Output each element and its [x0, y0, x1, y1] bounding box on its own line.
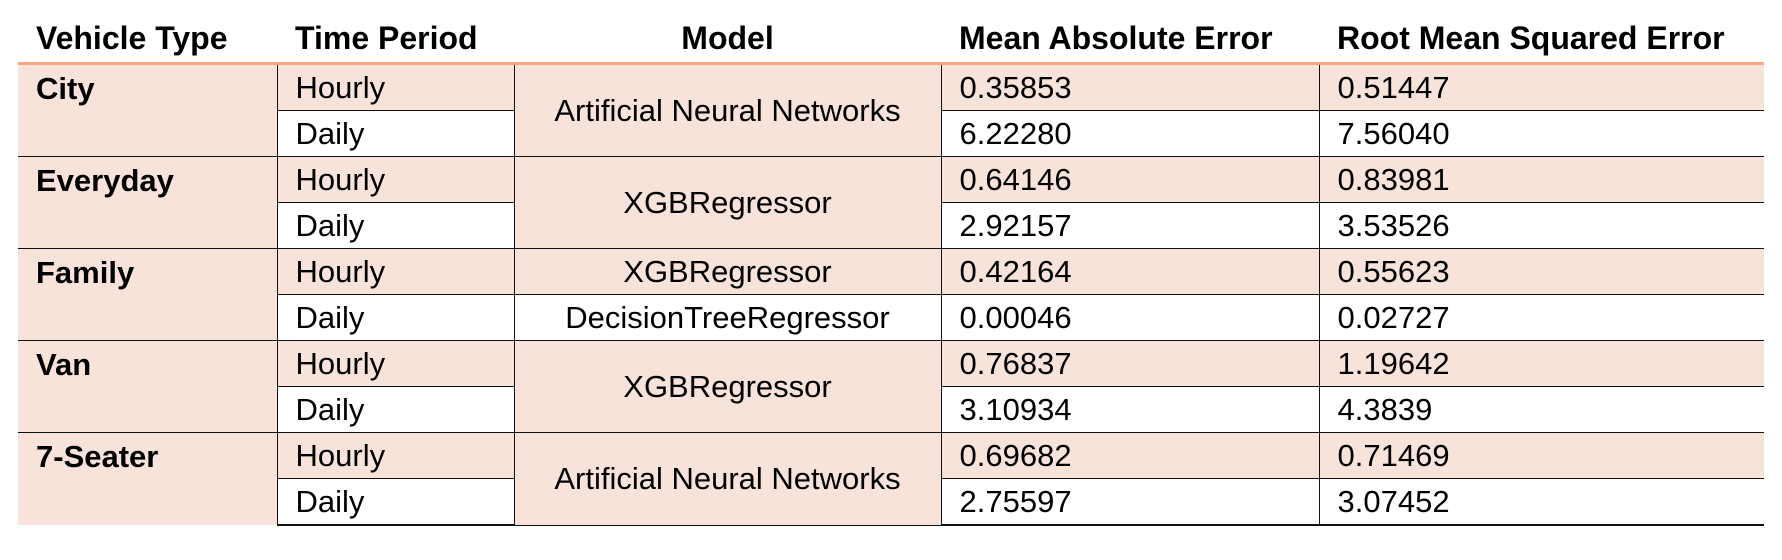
time-period-cell: Daily — [276, 386, 514, 433]
time-period-cell: Hourly — [276, 340, 514, 387]
header-row: Vehicle Type Time Period Model Mean Abso… — [18, 14, 1764, 65]
model-cell: Artificial Neural Networks — [513, 432, 941, 526]
rmse-cell: 3.07452 — [1318, 478, 1764, 526]
model-error-table: Vehicle Type Time Period Model Mean Abso… — [18, 14, 1764, 526]
vehicle-type-cell: Family — [18, 248, 277, 341]
vehicle-type-cell: Everyday — [18, 156, 277, 249]
model-cell: XGBRegressor — [513, 156, 941, 249]
mae-cell: 3.10934 — [940, 386, 1319, 433]
results-table-container: Vehicle Type Time Period Model Mean Abso… — [18, 14, 1764, 526]
vehicle-type-cell: City — [18, 63, 277, 157]
vehicle-type-cell: Van — [18, 340, 277, 433]
mae-cell: 2.92157 — [940, 202, 1319, 249]
rmse-cell: 7.56040 — [1318, 110, 1764, 157]
rmse-cell: 0.51447 — [1318, 63, 1764, 111]
header-model: Model — [514, 14, 941, 65]
rmse-cell: 0.02727 — [1318, 294, 1764, 341]
table-body: City Hourly Artificial Neural Networks 0.35… — [18, 63, 1764, 526]
table-header: Vehicle Type Time Period Model Mean Abso… — [18, 14, 1764, 65]
rmse-cell: 0.55623 — [1318, 248, 1764, 295]
rmse-cell: 4.3839 — [1318, 386, 1764, 433]
time-period-cell: Daily — [276, 478, 514, 526]
header-time-period: Time Period — [277, 14, 514, 65]
vehicle-type-cell: 7-Seater — [18, 432, 277, 525]
table-row: Daily 3.10934 4.3839 — [18, 386, 1764, 433]
time-period-cell: Hourly — [276, 63, 514, 111]
table-row: Daily DecisionTreeRegressor 0.00046 0.02727 — [18, 294, 1764, 341]
mae-cell: 0.42164 — [940, 248, 1319, 295]
mae-cell: 0.35853 — [940, 63, 1319, 111]
header-rmse: Root Mean Squared Error — [1319, 14, 1764, 65]
table-row: Van Hourly XGBRegressor 0.76837 1.19642 — [18, 340, 1764, 433]
table-row: Daily 2.92157 3.53526 — [18, 202, 1764, 249]
table-row: Family Hourly XGBRegressor 0.42164 0.55623 — [18, 248, 1764, 341]
table-row: City Hourly Artificial Neural Networks 0.35… — [18, 63, 1764, 157]
time-period-cell: Hourly — [276, 156, 514, 203]
mae-cell: 6.22280 — [940, 110, 1319, 157]
header-vehicle-type: Vehicle Type — [18, 14, 277, 65]
table-row: Daily 2.75597 3.07452 — [18, 478, 1764, 526]
mae-cell: 0.00046 — [940, 294, 1319, 341]
model-cell: Artificial Neural Networks — [513, 63, 941, 157]
time-period-cell: Daily — [276, 202, 514, 249]
model-cell: DecisionTreeRegressor — [513, 294, 941, 341]
table-row: Everyday Hourly XGBRegressor 0.64146 0.83981 — [18, 156, 1764, 249]
mae-cell: 0.69682 — [940, 432, 1319, 479]
time-period-cell: Hourly — [276, 432, 514, 479]
table-row: 7-Seater Hourly Artificial Neural Networks… — [18, 432, 1764, 526]
rmse-cell: 0.83981 — [1318, 156, 1764, 203]
rmse-cell: 0.71469 — [1318, 432, 1764, 479]
mae-cell: 0.76837 — [940, 340, 1319, 387]
model-cell: XGBRegressor — [513, 340, 941, 433]
time-period-cell: Daily — [276, 294, 514, 341]
table-row: Daily 6.22280 7.56040 — [18, 110, 1764, 157]
model-cell: XGBRegressor — [513, 248, 941, 295]
mae-cell: 2.75597 — [940, 478, 1319, 526]
time-period-cell: Hourly — [276, 248, 514, 295]
header-mae: Mean Absolute Error — [941, 14, 1319, 65]
time-period-cell: Daily — [276, 110, 514, 157]
rmse-cell: 1.19642 — [1318, 340, 1764, 387]
rmse-cell: 3.53526 — [1318, 202, 1764, 249]
mae-cell: 0.64146 — [940, 156, 1319, 203]
